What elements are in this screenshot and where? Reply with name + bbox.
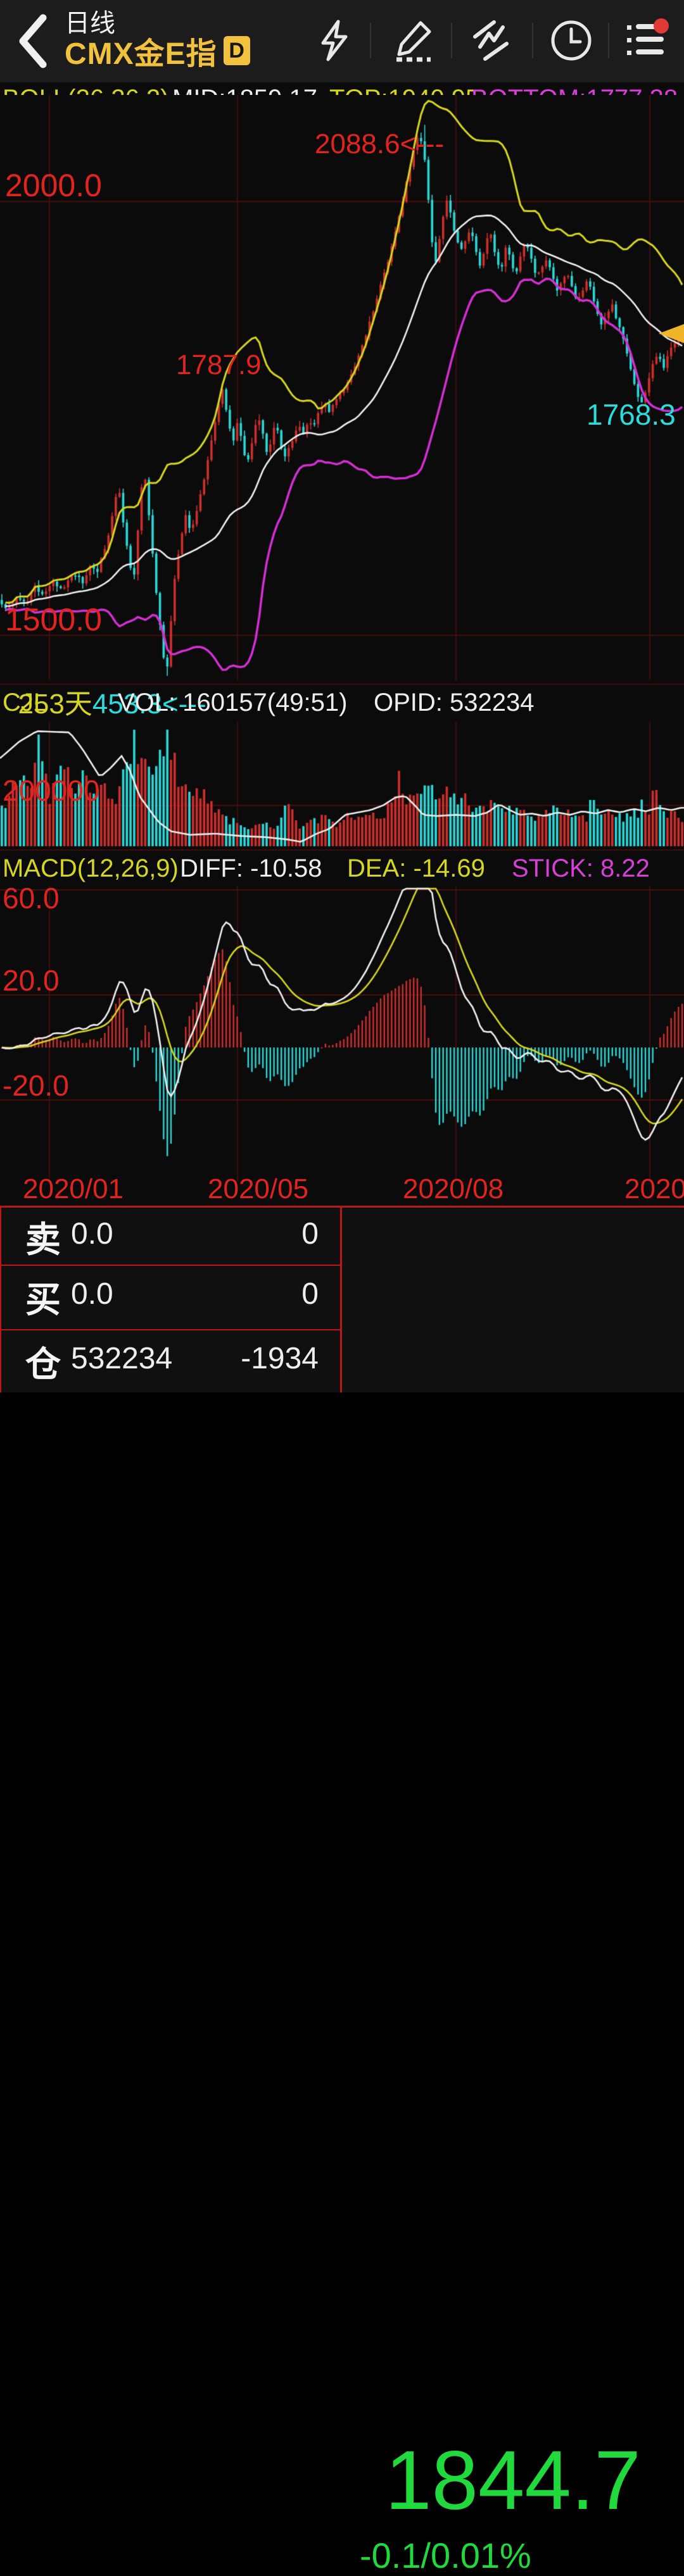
macd-gridline-label-60: 60.0 [3,882,60,915]
price-gridline-label-1500: 1500.0 [5,602,102,637]
open-interest-row[interactable]: 仓 532234 -1934 [0,1332,340,1392]
macd-params-label[interactable]: MACD(12,26,9) [3,854,179,882]
price-candlestick-chart[interactable] [0,95,684,680]
icon-separator [532,23,533,58]
pencil-icon[interactable] [391,18,437,63]
cjl-indicator-label[interactable]: CJL [3,689,48,716]
lightning-icon[interactable] [312,18,357,63]
volume-value-label: VOL: 160157(49:51) [118,689,348,716]
panel-border [0,1206,1,1392]
bid-qty: 0 [301,1277,319,1311]
macd-dea-value: DEA: -14.69 [347,854,485,882]
x-axis-label-jan: 2020/01 [23,1173,124,1204]
watchlist-icon[interactable] [624,18,670,63]
bid-price: 0.0 [71,1277,113,1311]
last-price-arrow-marker [659,324,684,343]
position-change: -1934 [241,1342,319,1375]
price-gridline-label-2000: 2000.0 [5,168,102,203]
ask-row[interactable]: 卖 0.0 0 [0,1208,340,1267]
volume-gridline-label: 200000 [3,774,100,807]
lookback-low-callout: 253天453.3<--- [3,649,206,722]
clock-icon[interactable] [548,18,594,63]
row-divider [0,1265,340,1266]
price-change: -0.1/0.01% [360,2535,531,2575]
app-bar: 日线 CMX金E指 D [0,0,684,82]
peak-price-callout: 2088.6<--- [315,128,445,159]
pane-divider [0,849,684,851]
icon-separator [451,23,452,58]
macd-diff-value: DIFF: -10.58 [180,854,322,882]
notification-dot [654,18,669,34]
macd-stick-value: STICK: 8.22 [512,854,650,882]
indicator-icon[interactable] [470,18,516,63]
volume-bar-chart[interactable] [0,722,684,848]
position-label: 仓 [25,1344,61,1384]
ask-qty: 0 [301,1217,319,1251]
macd-gridline-label-m20: -20.0 [3,1069,69,1102]
macd-gridline-label-20: 20.0 [3,964,60,997]
local-top-callout: 1787.9 [176,349,262,380]
x-axis-label-may: 2020/05 [208,1173,309,1204]
x-axis-label-nov: 2020/1 [624,1173,684,1204]
lookback-days-label: 253天 [18,689,92,720]
back-icon[interactable] [14,13,52,70]
panel-border [0,1206,684,1208]
pane-divider [0,684,684,685]
icon-separator [370,23,371,58]
icon-separator [608,23,609,58]
quote-panel: 卖 0.0 0 买 0.0 0 仓 532234 -1934 1844.7 -0… [0,1206,684,2575]
last-price: 1844.7 [385,2434,641,2527]
macd-chart[interactable] [0,886,684,1181]
ask-price: 0.0 [71,1217,113,1251]
x-axis-label-aug: 2020/08 [403,1173,504,1204]
row-divider [0,1329,340,1330]
symbol-title: CMX金E指 [65,37,217,71]
position-value: 532234 [71,1342,173,1375]
low-value-label: 453.3<--- [92,689,206,720]
opid-value-label: OPID: 532234 [374,689,535,716]
ask-label: 卖 [25,1220,61,1260]
bid-row[interactable]: 买 0.0 0 [0,1268,340,1327]
timeframe-label[interactable]: 日线 [65,9,115,37]
bid-label: 买 [25,1280,61,1320]
panel-divider [340,1206,342,1392]
recent-low-callout: 1768.3 [586,398,676,431]
derivative-badge: D [223,36,250,65]
